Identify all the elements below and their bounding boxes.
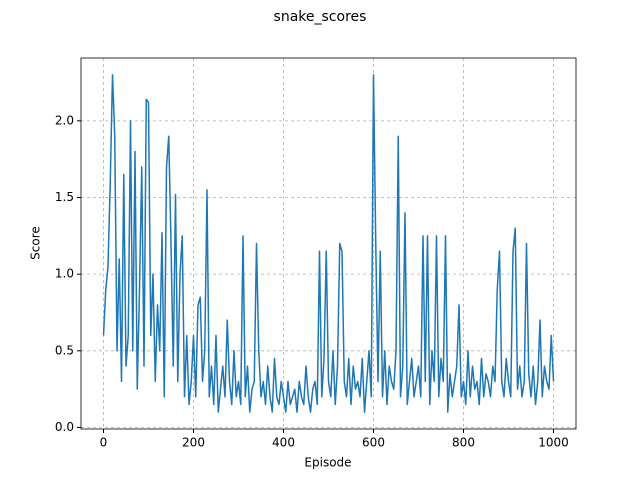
x-tick-label: 600 <box>362 436 385 450</box>
x-axis-label: Episode <box>304 456 351 470</box>
x-tick-label: 0 <box>100 436 108 450</box>
plot-frame <box>80 57 577 430</box>
x-tick-label: 400 <box>272 436 295 450</box>
chart-title: snake_scores <box>274 9 367 25</box>
y-tick-label: 0.5 <box>55 343 74 357</box>
y-tick-label: 1.5 <box>55 190 74 204</box>
y-tick-label: 0.0 <box>55 420 74 434</box>
y-axis-label: Score <box>29 226 43 260</box>
x-tick-label: 800 <box>452 436 475 450</box>
data-line <box>102 74 555 413</box>
x-tick-label: 200 <box>182 436 205 450</box>
y-tick-label: 2.0 <box>55 113 74 127</box>
x-tick-label: 1000 <box>538 436 569 450</box>
y-tick-label: 1.0 <box>55 267 74 281</box>
